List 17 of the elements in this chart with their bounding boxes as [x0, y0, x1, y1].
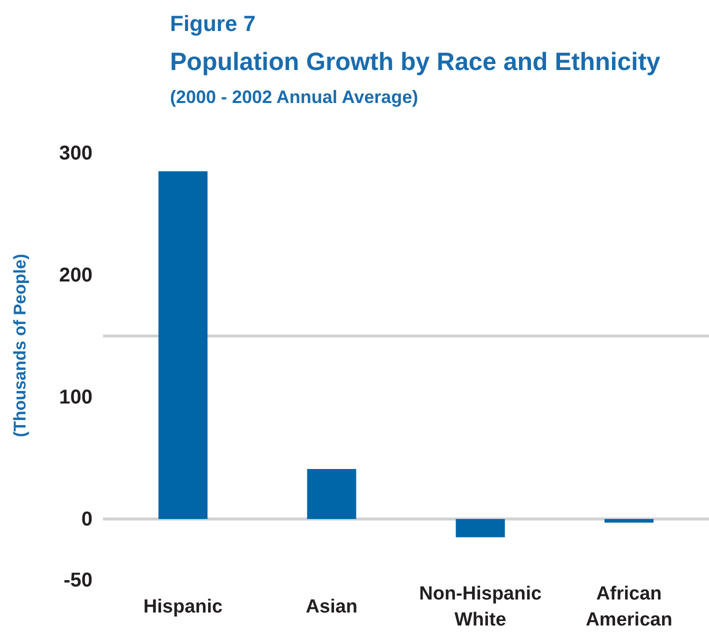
y-tick-label: 0 [81, 508, 92, 530]
y-tick-label: 200 [59, 264, 92, 286]
bar [307, 468, 356, 519]
y-tick-label: -50 [64, 570, 92, 592]
chart-subtitle: (2000 - 2002 Annual Average) [170, 87, 418, 107]
chart-title: Population Growth by Race and Ethnicity [170, 48, 660, 76]
bar [604, 519, 654, 523]
y-tick-label: 100 [59, 386, 92, 408]
bar [158, 171, 208, 519]
x-tick-label: Hispanic [143, 596, 224, 618]
x-tick-label: Asian [306, 596, 358, 618]
bar [456, 519, 505, 538]
x-tick-label: African American [586, 584, 672, 630]
y-tick-label: 300 [59, 142, 92, 164]
y-axis-title: (Thousands of People) [10, 254, 30, 438]
caption: Figure 7 [170, 11, 256, 36]
x-tick-label: Non-Hispanic White [419, 584, 542, 630]
